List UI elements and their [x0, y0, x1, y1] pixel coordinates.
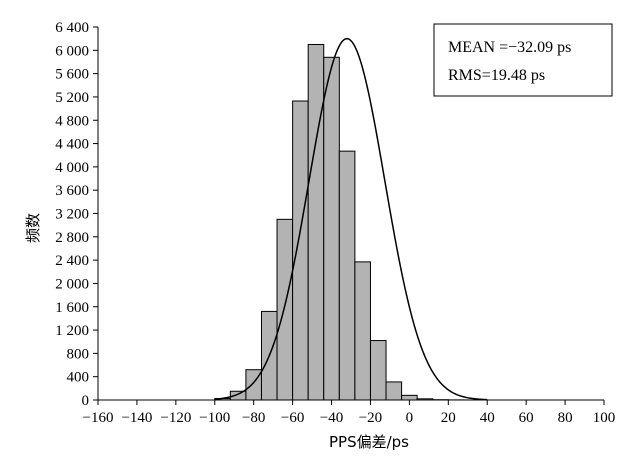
histogram-bar [416, 398, 434, 401]
y-tick-label: 3 200 [55, 207, 89, 223]
y-tick-label: 400 [67, 370, 90, 386]
histogram-bar [369, 340, 387, 401]
y-tick-label: 1 600 [55, 300, 89, 316]
y-axis: 0 400 800 1 200 1 600 2 000 2 400 2 800 3 200 3 6… [55, 20, 99, 409]
x-tick-label: 60 [519, 410, 534, 426]
y-tick-label: 6 400 [55, 20, 89, 36]
rms-annotation: RMS=19.48 ps [448, 67, 545, 84]
histogram-bar [385, 381, 403, 401]
x-tick-label: −80 [242, 410, 265, 426]
x-tick-label: −120 [160, 410, 191, 426]
y-tick-label: 2 000 [55, 276, 89, 292]
x-tick-label: −100 [199, 410, 230, 426]
y-tick-label: 1 200 [55, 323, 89, 339]
x-tick-label: −20 [359, 410, 382, 426]
stats-legend-box: MEAN =−32.09 ps RMS=19.48 ps [433, 23, 613, 97]
x-tick-label: 80 [558, 410, 573, 426]
x-axis-title: PPS偏差/ps [329, 433, 409, 451]
y-tick-label: 5 600 [55, 67, 89, 83]
histogram-bar [292, 100, 309, 401]
y-tick-label: 4 000 [55, 160, 89, 176]
x-tick-label: 40 [480, 410, 495, 426]
y-tick-label: 5 200 [55, 90, 89, 106]
x-tick-label: −140 [121, 410, 152, 426]
gaussian-fit-curve [214, 37, 488, 401]
histogram-bar [323, 56, 340, 401]
histogram-bar [276, 218, 294, 401]
x-axis: −160 −140 −120 −100 −80 −60 −40 −20 0 20 40 60 80 100 [83, 399, 616, 426]
histogram-bar [354, 261, 371, 401]
y-tick-label: 4 400 [55, 137, 89, 153]
y-tick-label: 4 800 [55, 113, 89, 129]
y-tick-label: 6 000 [55, 43, 89, 59]
histogram-bar [307, 43, 325, 401]
y-tick-label: 2 400 [55, 253, 89, 269]
histogram-bars [214, 43, 480, 401]
y-tick-label: 3 600 [55, 183, 89, 199]
histogram-bar [401, 394, 418, 401]
histogram-bar [338, 150, 356, 401]
y-tick-label: 0 [82, 393, 90, 409]
y-tick-label: 2 800 [55, 230, 89, 246]
x-tick-label: −160 [83, 410, 114, 426]
x-tick-label: 0 [406, 410, 414, 426]
mean-annotation: MEAN =−32.09 ps [448, 39, 571, 56]
x-tick-label: 20 [441, 410, 456, 426]
y-tick-label: 800 [67, 346, 90, 362]
x-tick-label: −60 [281, 410, 304, 426]
x-tick-label: 100 [593, 410, 616, 426]
x-tick-label: −40 [320, 410, 343, 426]
y-axis-title: 频数 [24, 213, 42, 243]
